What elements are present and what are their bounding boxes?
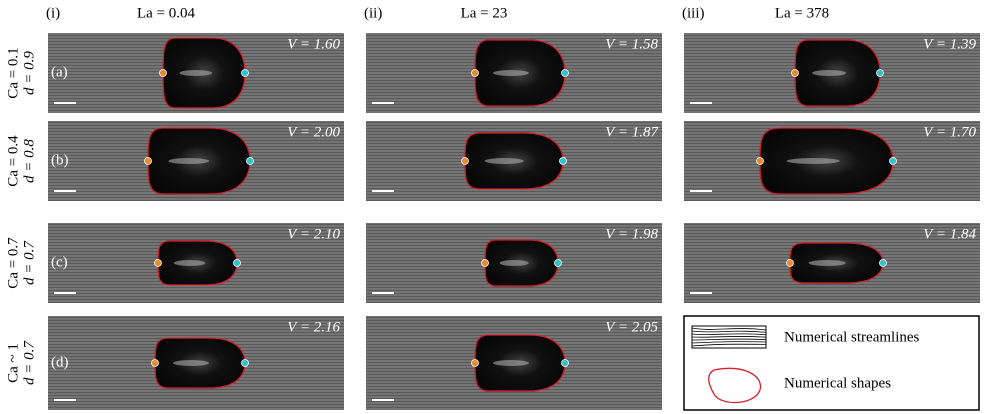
marker-circle: [242, 70, 249, 77]
marker-circle: [152, 360, 159, 367]
legend-label: Numerical streamlines: [784, 329, 920, 345]
marker-circle: [482, 260, 489, 267]
velocity-label: V = 1.87: [605, 124, 659, 140]
column-label: La = 0.04: [137, 5, 196, 21]
row-ca: Ca = 0.1: [5, 47, 21, 98]
marker-circle: [160, 70, 167, 77]
marker-circle: [562, 360, 569, 367]
marker-circle: [234, 260, 241, 267]
droplet-highlight: [179, 70, 212, 76]
panel-letter: (a): [51, 64, 68, 80]
row-ca: Ca = 0.7: [5, 237, 21, 289]
droplet-highlight: [174, 260, 206, 266]
marker-circle: [560, 158, 567, 165]
column-label: La = 378: [775, 5, 829, 21]
droplet-highlight: [493, 70, 529, 76]
legend-label: Numerical shapes: [784, 375, 891, 391]
marker-circle: [877, 70, 884, 77]
marker-circle: [472, 360, 479, 367]
row-d: d = 0.9: [21, 51, 37, 95]
velocity-label: V = 2.16: [287, 319, 340, 335]
velocity-label: V = 1.84: [923, 226, 976, 242]
marker-circle: [757, 158, 764, 165]
velocity-label: V = 1.60: [287, 36, 340, 52]
marker-circle: [155, 260, 162, 267]
marker-circle: [787, 260, 794, 267]
droplet-highlight: [812, 70, 846, 76]
row-d: d = 0.7: [21, 240, 37, 285]
marker-circle: [247, 158, 254, 165]
velocity-label: V = 2.10: [287, 226, 340, 242]
velocity-label: V = 1.70: [923, 124, 976, 140]
marker-circle: [242, 360, 249, 367]
velocity-label: V = 2.05: [605, 319, 658, 335]
row-d: d = 0.8: [21, 139, 37, 183]
marker-circle: [792, 70, 799, 77]
column-index: (ii): [364, 5, 382, 21]
droplet-highlight: [787, 158, 840, 164]
marker-circle: [462, 158, 469, 165]
velocity-label: V = 1.98: [605, 226, 658, 242]
marker-circle: [890, 158, 897, 165]
panel-letter: (b): [51, 152, 69, 168]
marker-circle: [562, 70, 569, 77]
droplet-highlight: [168, 158, 209, 164]
droplet-highlight: [173, 360, 209, 366]
column-index: (i): [46, 5, 60, 21]
droplet-highlight: [500, 260, 529, 266]
row-ca: Ca = 0.4: [5, 135, 21, 187]
marker-circle: [555, 260, 562, 267]
marker-circle: [145, 158, 152, 165]
droplet-highlight: [485, 158, 524, 164]
row-ca: Ca ~ 1: [5, 343, 21, 383]
marker-circle: [472, 70, 479, 77]
velocity-label: V = 1.39: [923, 36, 976, 52]
velocity-label: V = 2.00: [287, 124, 340, 140]
figure: (i) La = 0.04 (ii) La = 23 (iii) La = 378 Ca =…: [0, 0, 984, 414]
column-index: (iii): [682, 5, 705, 21]
marker-circle: [880, 260, 887, 267]
velocity-label: V = 1.58: [605, 36, 658, 52]
droplet-highlight: [493, 360, 529, 366]
row-d: d = 0.7: [21, 340, 37, 385]
panel-letter: (c): [51, 254, 68, 270]
droplet-highlight: [809, 260, 846, 266]
panel-letter: (d): [51, 354, 69, 370]
column-label: La = 23: [461, 5, 508, 21]
